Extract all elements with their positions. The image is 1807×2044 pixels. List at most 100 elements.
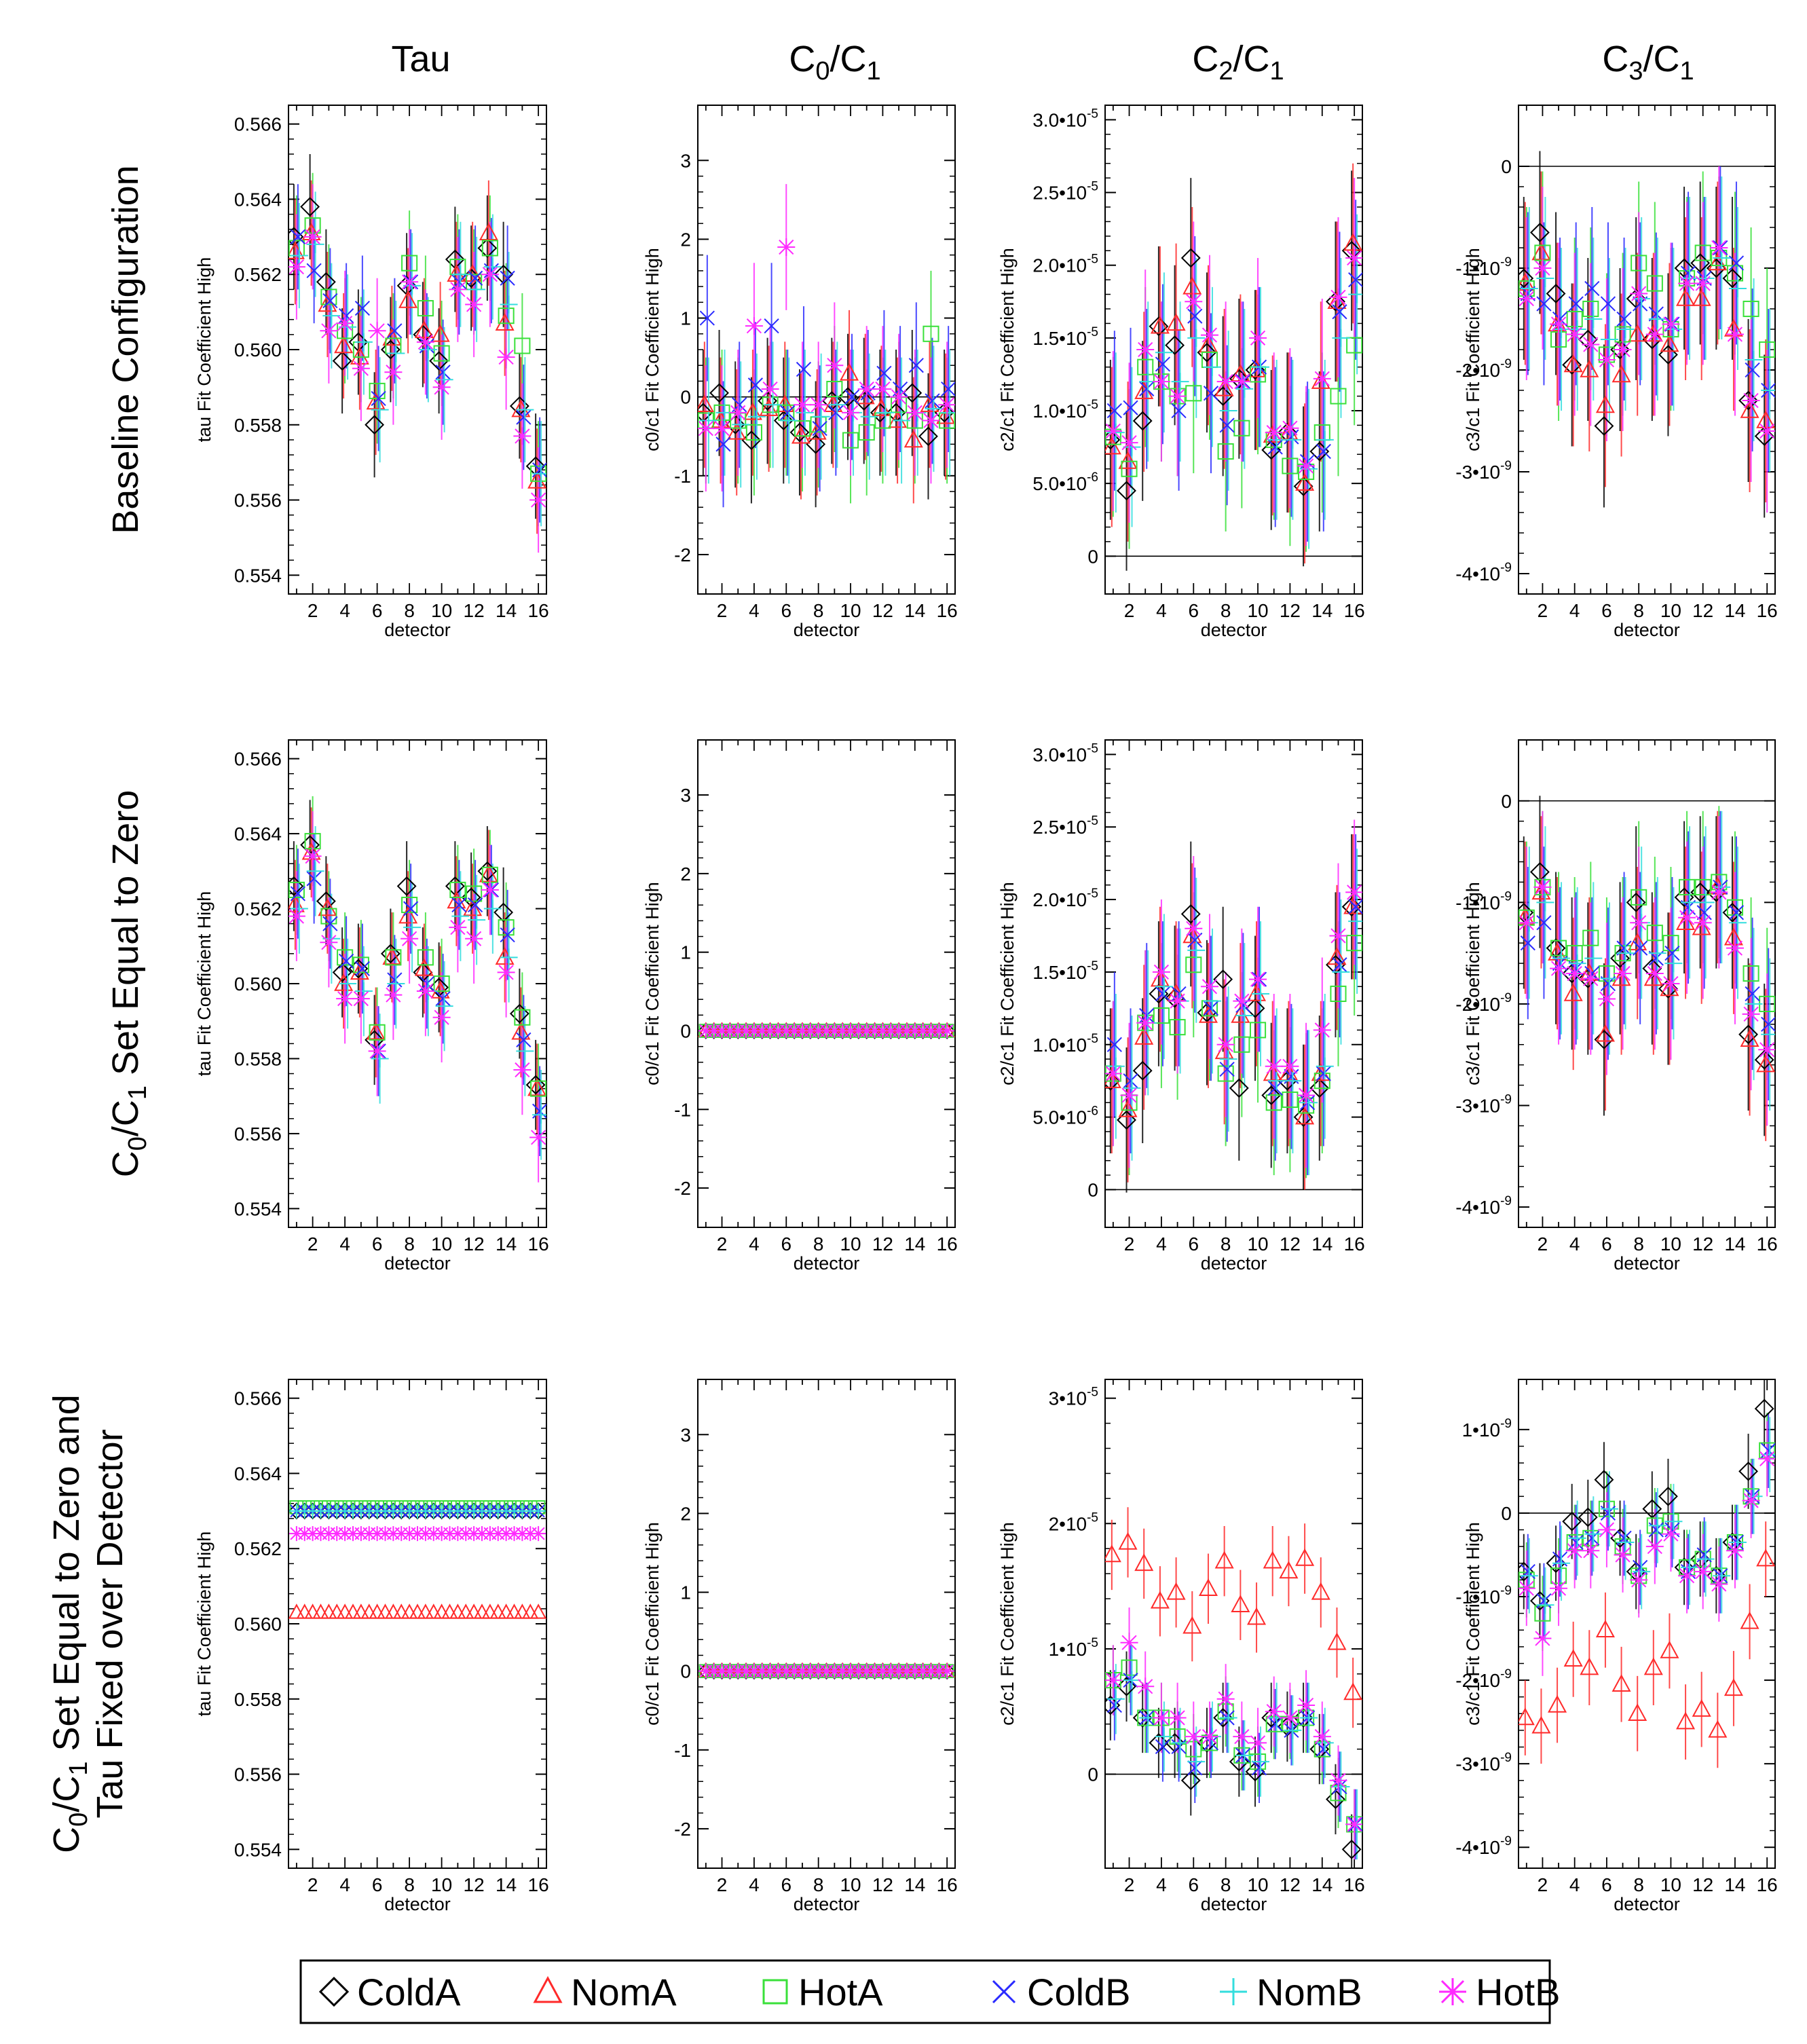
data-point bbox=[477, 238, 498, 258]
series-HotB bbox=[288, 847, 546, 1147]
legend-symbol bbox=[762, 1979, 788, 2005]
y-tick-label: 1.0•10-5 bbox=[1032, 398, 1098, 422]
data-point bbox=[1316, 443, 1331, 460]
data-point bbox=[400, 1603, 418, 1619]
data-point bbox=[1645, 1538, 1664, 1556]
data-point bbox=[1105, 1064, 1122, 1083]
y-tick-label: 0 bbox=[1501, 791, 1512, 812]
data-point bbox=[1203, 1001, 1219, 1016]
data-point bbox=[794, 1023, 810, 1039]
data-point bbox=[886, 403, 906, 423]
data-point bbox=[419, 338, 434, 354]
data-point bbox=[371, 390, 386, 407]
data-point bbox=[1216, 1035, 1235, 1054]
data-point bbox=[1552, 320, 1571, 338]
data-point bbox=[306, 235, 324, 253]
data-point bbox=[1633, 290, 1651, 308]
data-point bbox=[1728, 914, 1747, 932]
legend-item-NomB: NomB bbox=[1220, 1971, 1362, 2013]
data-point bbox=[1662, 935, 1679, 952]
data-point bbox=[1120, 1086, 1138, 1104]
data-point bbox=[493, 264, 514, 284]
data-point bbox=[532, 464, 546, 483]
data-point bbox=[1136, 1677, 1155, 1696]
data-point bbox=[1568, 296, 1584, 312]
data-point bbox=[1550, 315, 1568, 333]
data-point bbox=[1728, 255, 1745, 271]
data-point bbox=[511, 1022, 531, 1040]
data-point bbox=[354, 961, 370, 977]
x-tick-label: 14 bbox=[496, 1874, 517, 1895]
plot-frame bbox=[288, 739, 547, 1228]
x-tick-label: 16 bbox=[1344, 1233, 1365, 1255]
data-point bbox=[477, 861, 498, 881]
x-tick-label: 12 bbox=[872, 1874, 893, 1895]
data-point-fill bbox=[706, 1663, 722, 1679]
data-point bbox=[1645, 325, 1664, 343]
data-point bbox=[907, 1023, 923, 1039]
data-point bbox=[1219, 1050, 1237, 1069]
data-point bbox=[1219, 1709, 1237, 1727]
data-point bbox=[1252, 984, 1270, 1003]
data-point bbox=[1584, 310, 1603, 328]
data-point bbox=[514, 1603, 531, 1619]
data-point bbox=[1121, 1659, 1138, 1676]
data-point bbox=[1267, 439, 1283, 455]
data-layer bbox=[288, 796, 546, 1183]
data-point bbox=[1740, 400, 1759, 418]
x-tick-label: 2 bbox=[1124, 600, 1135, 621]
data-point bbox=[1180, 1770, 1201, 1791]
data-point bbox=[794, 420, 811, 437]
data-point bbox=[1536, 893, 1554, 912]
data-point-fill bbox=[297, 1503, 312, 1519]
x-tick-label: 10 bbox=[431, 600, 452, 621]
x-tick-label: 2 bbox=[717, 600, 728, 621]
y-tick-label: 0 bbox=[1087, 1179, 1098, 1200]
x-axis-label: detector bbox=[1201, 1253, 1267, 1274]
data-point bbox=[1279, 1561, 1299, 1579]
y-tick-label: 1.5•10-5 bbox=[1032, 325, 1098, 349]
data-point bbox=[1597, 1521, 1616, 1539]
data-point bbox=[288, 258, 305, 276]
y-axis-label: c2/c1 Fit Coefficient High bbox=[997, 248, 1018, 451]
x-tick-label: 4 bbox=[749, 1874, 760, 1895]
data-point bbox=[741, 430, 762, 450]
data-point bbox=[449, 280, 467, 299]
data-point bbox=[843, 1023, 859, 1039]
data-point bbox=[334, 335, 354, 354]
x-tick-label: 6 bbox=[1601, 1233, 1612, 1255]
x-tick-label: 6 bbox=[372, 600, 383, 621]
data-point bbox=[509, 1003, 529, 1024]
x-tick-label: 16 bbox=[937, 600, 958, 621]
data-point bbox=[1519, 1707, 1535, 1726]
data-point bbox=[1631, 889, 1647, 906]
data-point bbox=[1645, 965, 1664, 983]
data-point bbox=[1106, 1697, 1122, 1713]
plot-frame bbox=[1104, 1379, 1363, 1869]
data-point bbox=[1180, 248, 1201, 268]
data-point-fill bbox=[506, 1526, 522, 1542]
data-point bbox=[1724, 1678, 1743, 1696]
data-point bbox=[1676, 912, 1696, 930]
data-point-fill bbox=[393, 1603, 410, 1619]
x-tick-label: 8 bbox=[813, 1233, 824, 1255]
x-axis-label: detector bbox=[794, 620, 860, 640]
y-tick-label: 0.562 bbox=[234, 264, 282, 285]
data-point bbox=[1316, 1741, 1331, 1757]
data-point bbox=[793, 396, 811, 414]
data-point bbox=[1578, 1507, 1598, 1527]
y-tick-label: 1•10-9 bbox=[1462, 1417, 1512, 1441]
legend-symbol bbox=[1439, 1978, 1466, 2005]
data-point-fill bbox=[506, 1603, 523, 1619]
data-point bbox=[1761, 1025, 1775, 1043]
x-tick-label: 8 bbox=[404, 1233, 415, 1255]
data-point bbox=[516, 401, 534, 419]
data-point-fill bbox=[426, 1526, 441, 1542]
y-axis-label: c3/c1 Fit Coefficient High bbox=[1463, 1522, 1483, 1726]
data-point bbox=[1550, 1579, 1568, 1597]
data-point bbox=[1552, 1554, 1571, 1572]
data-point-fill bbox=[899, 1663, 914, 1679]
data-point bbox=[1643, 968, 1663, 986]
data-point bbox=[775, 394, 795, 413]
data-point bbox=[923, 1663, 939, 1679]
